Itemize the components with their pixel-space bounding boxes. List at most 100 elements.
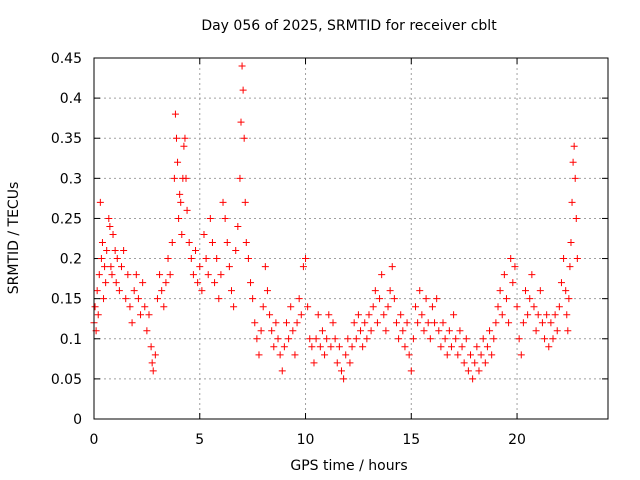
data-point [479, 335, 487, 343]
data-point [513, 303, 521, 311]
data-point [143, 327, 151, 335]
data-point [289, 327, 297, 335]
data-point [532, 327, 540, 335]
data-point [172, 134, 180, 142]
data-point [424, 319, 432, 327]
data-point [412, 303, 420, 311]
data-point [464, 367, 472, 375]
data-point [94, 311, 102, 319]
data-point [569, 158, 577, 166]
data-point [414, 319, 422, 327]
x-axis-label: GPS time / hours [290, 458, 407, 474]
y-tick-label: 0.2 [60, 252, 82, 268]
data-point [91, 303, 99, 311]
data-point [359, 343, 367, 351]
data-point [492, 319, 500, 327]
data-point [409, 335, 417, 343]
data-point [340, 375, 348, 383]
data-point [164, 255, 172, 263]
data-point [202, 255, 210, 263]
data-point [342, 351, 350, 359]
data-point [488, 351, 496, 359]
data-point [297, 311, 305, 319]
data-point [563, 311, 571, 319]
axis-ticks [93, 57, 608, 420]
data-point [308, 343, 316, 351]
data-point [555, 303, 563, 311]
data-point [384, 303, 392, 311]
gridlines [94, 58, 608, 419]
y-axis-label: SRMTID / TECUs [6, 182, 22, 295]
data-point [456, 327, 464, 335]
data-point [238, 62, 246, 70]
data-point [194, 279, 202, 287]
data-point [139, 279, 147, 287]
data-point [285, 335, 293, 343]
data-point [293, 319, 301, 327]
x-tick-label: 20 [508, 432, 526, 448]
data-point [348, 343, 356, 351]
data-point [450, 311, 458, 319]
data-point [318, 327, 326, 335]
data-point [422, 295, 430, 303]
data-point [327, 343, 335, 351]
data-point [98, 239, 106, 247]
data-point [469, 375, 477, 383]
data-point [426, 335, 434, 343]
data-point [187, 255, 195, 263]
y-tick-label: 0.15 [51, 292, 82, 308]
data-point [399, 327, 407, 335]
data-point [439, 319, 447, 327]
data-point [486, 327, 494, 335]
data-point [477, 351, 485, 359]
data-point [170, 174, 178, 182]
data-point [141, 303, 149, 311]
data-point [295, 295, 303, 303]
data-point [120, 247, 128, 255]
data-point [437, 343, 445, 351]
data-point [337, 367, 345, 375]
data-point [174, 158, 182, 166]
data-point [108, 271, 116, 279]
data-point [530, 303, 538, 311]
data-point [259, 303, 267, 311]
data-point [162, 279, 170, 287]
data-point [505, 319, 513, 327]
y-tick-label: 0.4 [60, 91, 82, 107]
data-point [392, 319, 400, 327]
data-point [249, 295, 257, 303]
data-points [90, 62, 581, 383]
data-point [361, 319, 369, 327]
data-point [156, 271, 164, 279]
chart-title: Day 056 of 2025, SRMTID for receiver cbl… [201, 18, 497, 34]
data-point [511, 263, 519, 271]
data-point [117, 263, 125, 271]
data-point [568, 198, 576, 206]
x-tick-label: 5 [195, 432, 204, 448]
data-point [208, 239, 216, 247]
data-point [111, 247, 119, 255]
data-point [390, 295, 398, 303]
data-point [185, 239, 193, 247]
data-point [397, 311, 405, 319]
data-point [553, 327, 561, 335]
data-point [217, 271, 225, 279]
data-point [96, 198, 104, 206]
data-point [132, 271, 140, 279]
data-point [431, 319, 439, 327]
data-point [573, 255, 581, 263]
data-point [276, 351, 284, 359]
x-tick-label: 10 [297, 432, 315, 448]
data-point [107, 263, 115, 271]
data-point [242, 239, 250, 247]
data-point [562, 287, 570, 295]
data-point [373, 319, 381, 327]
data-point [244, 255, 252, 263]
data-point [557, 279, 565, 287]
data-point [549, 335, 557, 343]
data-point [528, 271, 536, 279]
data-point [401, 343, 409, 351]
y-tick-label: 0.1 [60, 332, 82, 348]
data-point [498, 311, 506, 319]
